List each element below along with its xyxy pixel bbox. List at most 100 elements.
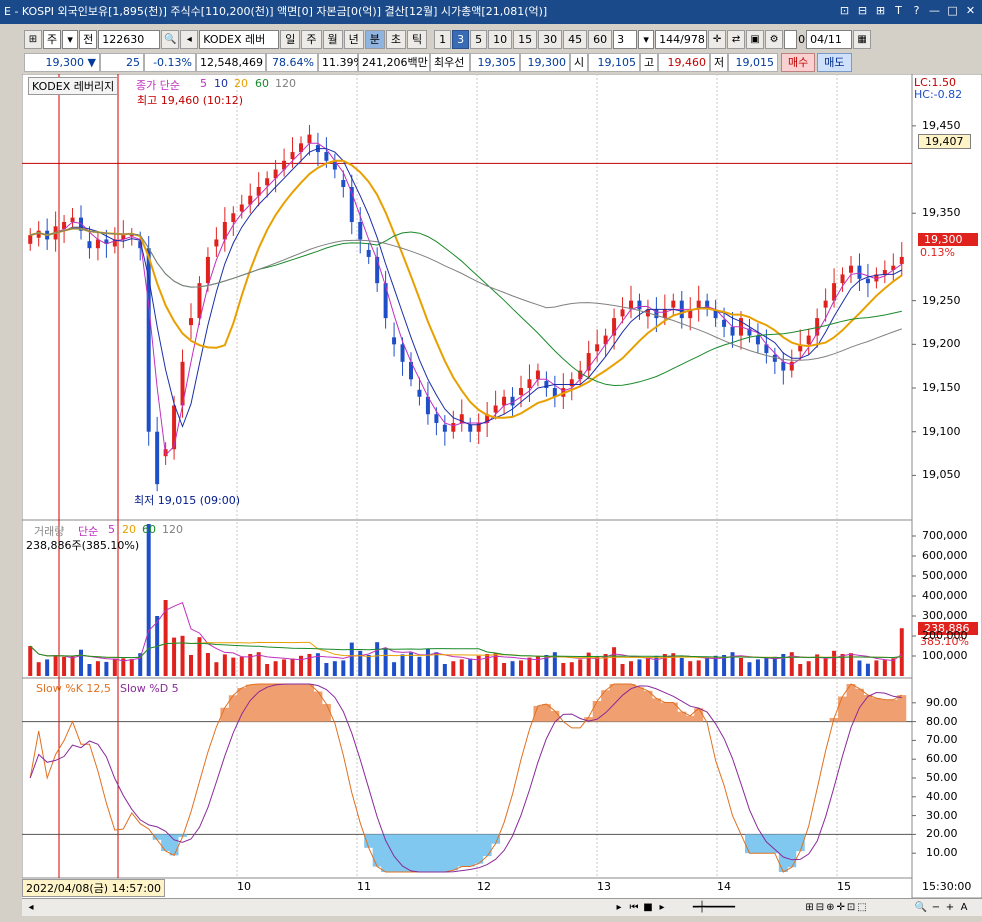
interval-10[interactable]: 10	[488, 29, 513, 49]
minus-icon[interactable]: −	[931, 902, 941, 913]
interval-30[interactable]: 30	[538, 29, 563, 49]
candle-body	[688, 309, 693, 319]
volume-bar	[256, 652, 261, 676]
pct1: 78.64%	[266, 52, 318, 72]
candle-body	[612, 318, 617, 336]
maximize-icon[interactable]: □	[947, 4, 958, 17]
candle-body	[722, 319, 727, 327]
candle-body	[772, 354, 777, 362]
period-year[interactable]: 년	[343, 29, 364, 49]
close-icon[interactable]: ✕	[965, 4, 976, 17]
plus-icon[interactable]: +	[945, 902, 955, 913]
volume-bar	[612, 647, 617, 676]
arrow-icon[interactable]: ◂	[180, 29, 199, 49]
ma60-label: 60	[255, 77, 269, 90]
sell-button[interactable]: 매도	[817, 52, 852, 72]
candle-body	[874, 274, 879, 282]
zoom-icon[interactable]: 🔍	[914, 902, 928, 913]
buy-button[interactable]: 매수	[781, 52, 816, 72]
gear-icon[interactable]: ⚙	[765, 29, 784, 49]
volume-bar	[730, 652, 735, 676]
interval-input[interactable]: 3	[613, 29, 638, 49]
interval-15[interactable]: 15	[513, 29, 538, 49]
period-day[interactable]: 일	[280, 29, 301, 49]
stoch-y-tick: 80.00	[926, 714, 958, 728]
vma60-line	[29, 642, 902, 659]
candle-body	[341, 180, 346, 188]
interval-dropdown-icon[interactable]: ▾	[638, 29, 655, 49]
candle-body	[425, 396, 430, 415]
volume-bar	[121, 658, 126, 676]
volume-panel	[22, 519, 913, 679]
price-y-tick: 19,450	[922, 118, 961, 132]
interval-45[interactable]: 45	[563, 29, 588, 49]
period-month[interactable]: 월	[322, 29, 343, 49]
candle-body	[510, 396, 515, 406]
x-tick: 13	[597, 880, 611, 893]
candle-body	[231, 213, 236, 222]
price-panel-name[interactable]: KODEX 레버리지	[28, 77, 119, 95]
split-icon[interactable]: ⊟	[857, 4, 868, 17]
candle-body	[392, 337, 397, 345]
market-select[interactable]: 주	[43, 29, 62, 49]
next-icon[interactable]: ▸	[659, 902, 665, 913]
cursor-time-label: 2022/04/08(금) 14:57:00	[22, 879, 166, 897]
volume-bar	[806, 661, 811, 676]
layout-icon[interactable]: ⊡	[839, 4, 850, 17]
period-week[interactable]: 주	[301, 29, 322, 49]
count-field[interactable]: 144/978	[655, 29, 708, 49]
candle-body	[239, 204, 244, 212]
stop-icon[interactable]: ■	[643, 902, 653, 913]
compare-icon[interactable]: ⇄	[727, 29, 746, 49]
help-icon[interactable]: ?	[913, 4, 920, 17]
search-icon[interactable]: 🔍	[161, 29, 180, 49]
crosshair-icon[interactable]: ✛	[708, 29, 727, 49]
volume-bar	[823, 658, 828, 676]
best-bid-2: 19,300	[520, 52, 570, 72]
period-second[interactable]: 초	[385, 29, 406, 49]
period-tick[interactable]: 틱	[407, 29, 428, 49]
first-icon[interactable]: ⏮	[629, 902, 639, 913]
x-tick: 10	[237, 880, 251, 893]
candle-body	[815, 318, 820, 336]
candle-body	[764, 344, 769, 354]
volume-bar	[87, 664, 92, 676]
code-input[interactable]: 122630	[98, 29, 161, 49]
stoch-k-line	[29, 683, 903, 873]
date-checkbox[interactable]	[784, 29, 798, 49]
zoom-slider[interactable]: ━┿━━━━━	[692, 902, 736, 913]
date-input[interactable]: 04/11	[806, 29, 853, 49]
market-dropdown-icon[interactable]: ▾	[62, 29, 79, 49]
candle-body	[383, 283, 388, 319]
volume-bar	[79, 649, 83, 676]
candle-body	[789, 361, 794, 371]
grid-icon[interactable]: ⊞	[875, 4, 886, 17]
minimize-icon[interactable]: —	[929, 4, 940, 17]
stoch-k-label: Slow %K 12,5	[36, 682, 111, 695]
volume-bar	[282, 659, 287, 676]
chart-svg[interactable]	[22, 74, 982, 898]
ma20-label: 20	[234, 77, 248, 90]
interval-1[interactable]: 1	[434, 29, 452, 49]
volume-bar	[696, 660, 701, 676]
price-y-tick: 19,150	[922, 381, 961, 395]
chart-scrollbar[interactable]: ◂ ▸ ⏮ ■ ▸ ━┿━━━━━ ⊞⊟⊕✛⊡⬚ 🔍 − + A	[22, 898, 982, 916]
interval-3[interactable]: 3	[452, 29, 470, 49]
interval-5[interactable]: 5	[470, 29, 488, 49]
candle-body	[882, 270, 887, 275]
code-prefix[interactable]: 전	[79, 29, 98, 49]
save-icon[interactable]: ▣	[746, 29, 765, 49]
scroll-right-icon[interactable]: ▸	[616, 902, 622, 913]
toolbar-row-1: ⊞ 주 ▾ 전 122630 🔍 ◂ KODEX 레버 일 주 월 년 분 초 …	[0, 28, 982, 50]
tool-icons[interactable]: ⊞⊟⊕✛⊡⬚	[805, 902, 869, 913]
volume-bar	[891, 658, 896, 676]
interval-60[interactable]: 60	[588, 29, 613, 49]
text-icon[interactable]: T	[895, 4, 902, 17]
volume-bar	[578, 659, 583, 676]
period-minute[interactable]: 분	[364, 29, 385, 49]
scroll-left-icon[interactable]: ◂	[28, 902, 34, 913]
chart-settings-icon[interactable]: ⊞	[24, 29, 42, 49]
chart-area[interactable]: KODEX 레버리지 종가 단순 5 10 20 60 120 최고 19,46…	[22, 74, 982, 914]
font-icon[interactable]: A	[960, 902, 968, 913]
calendar-icon[interactable]: ▦	[853, 29, 872, 49]
